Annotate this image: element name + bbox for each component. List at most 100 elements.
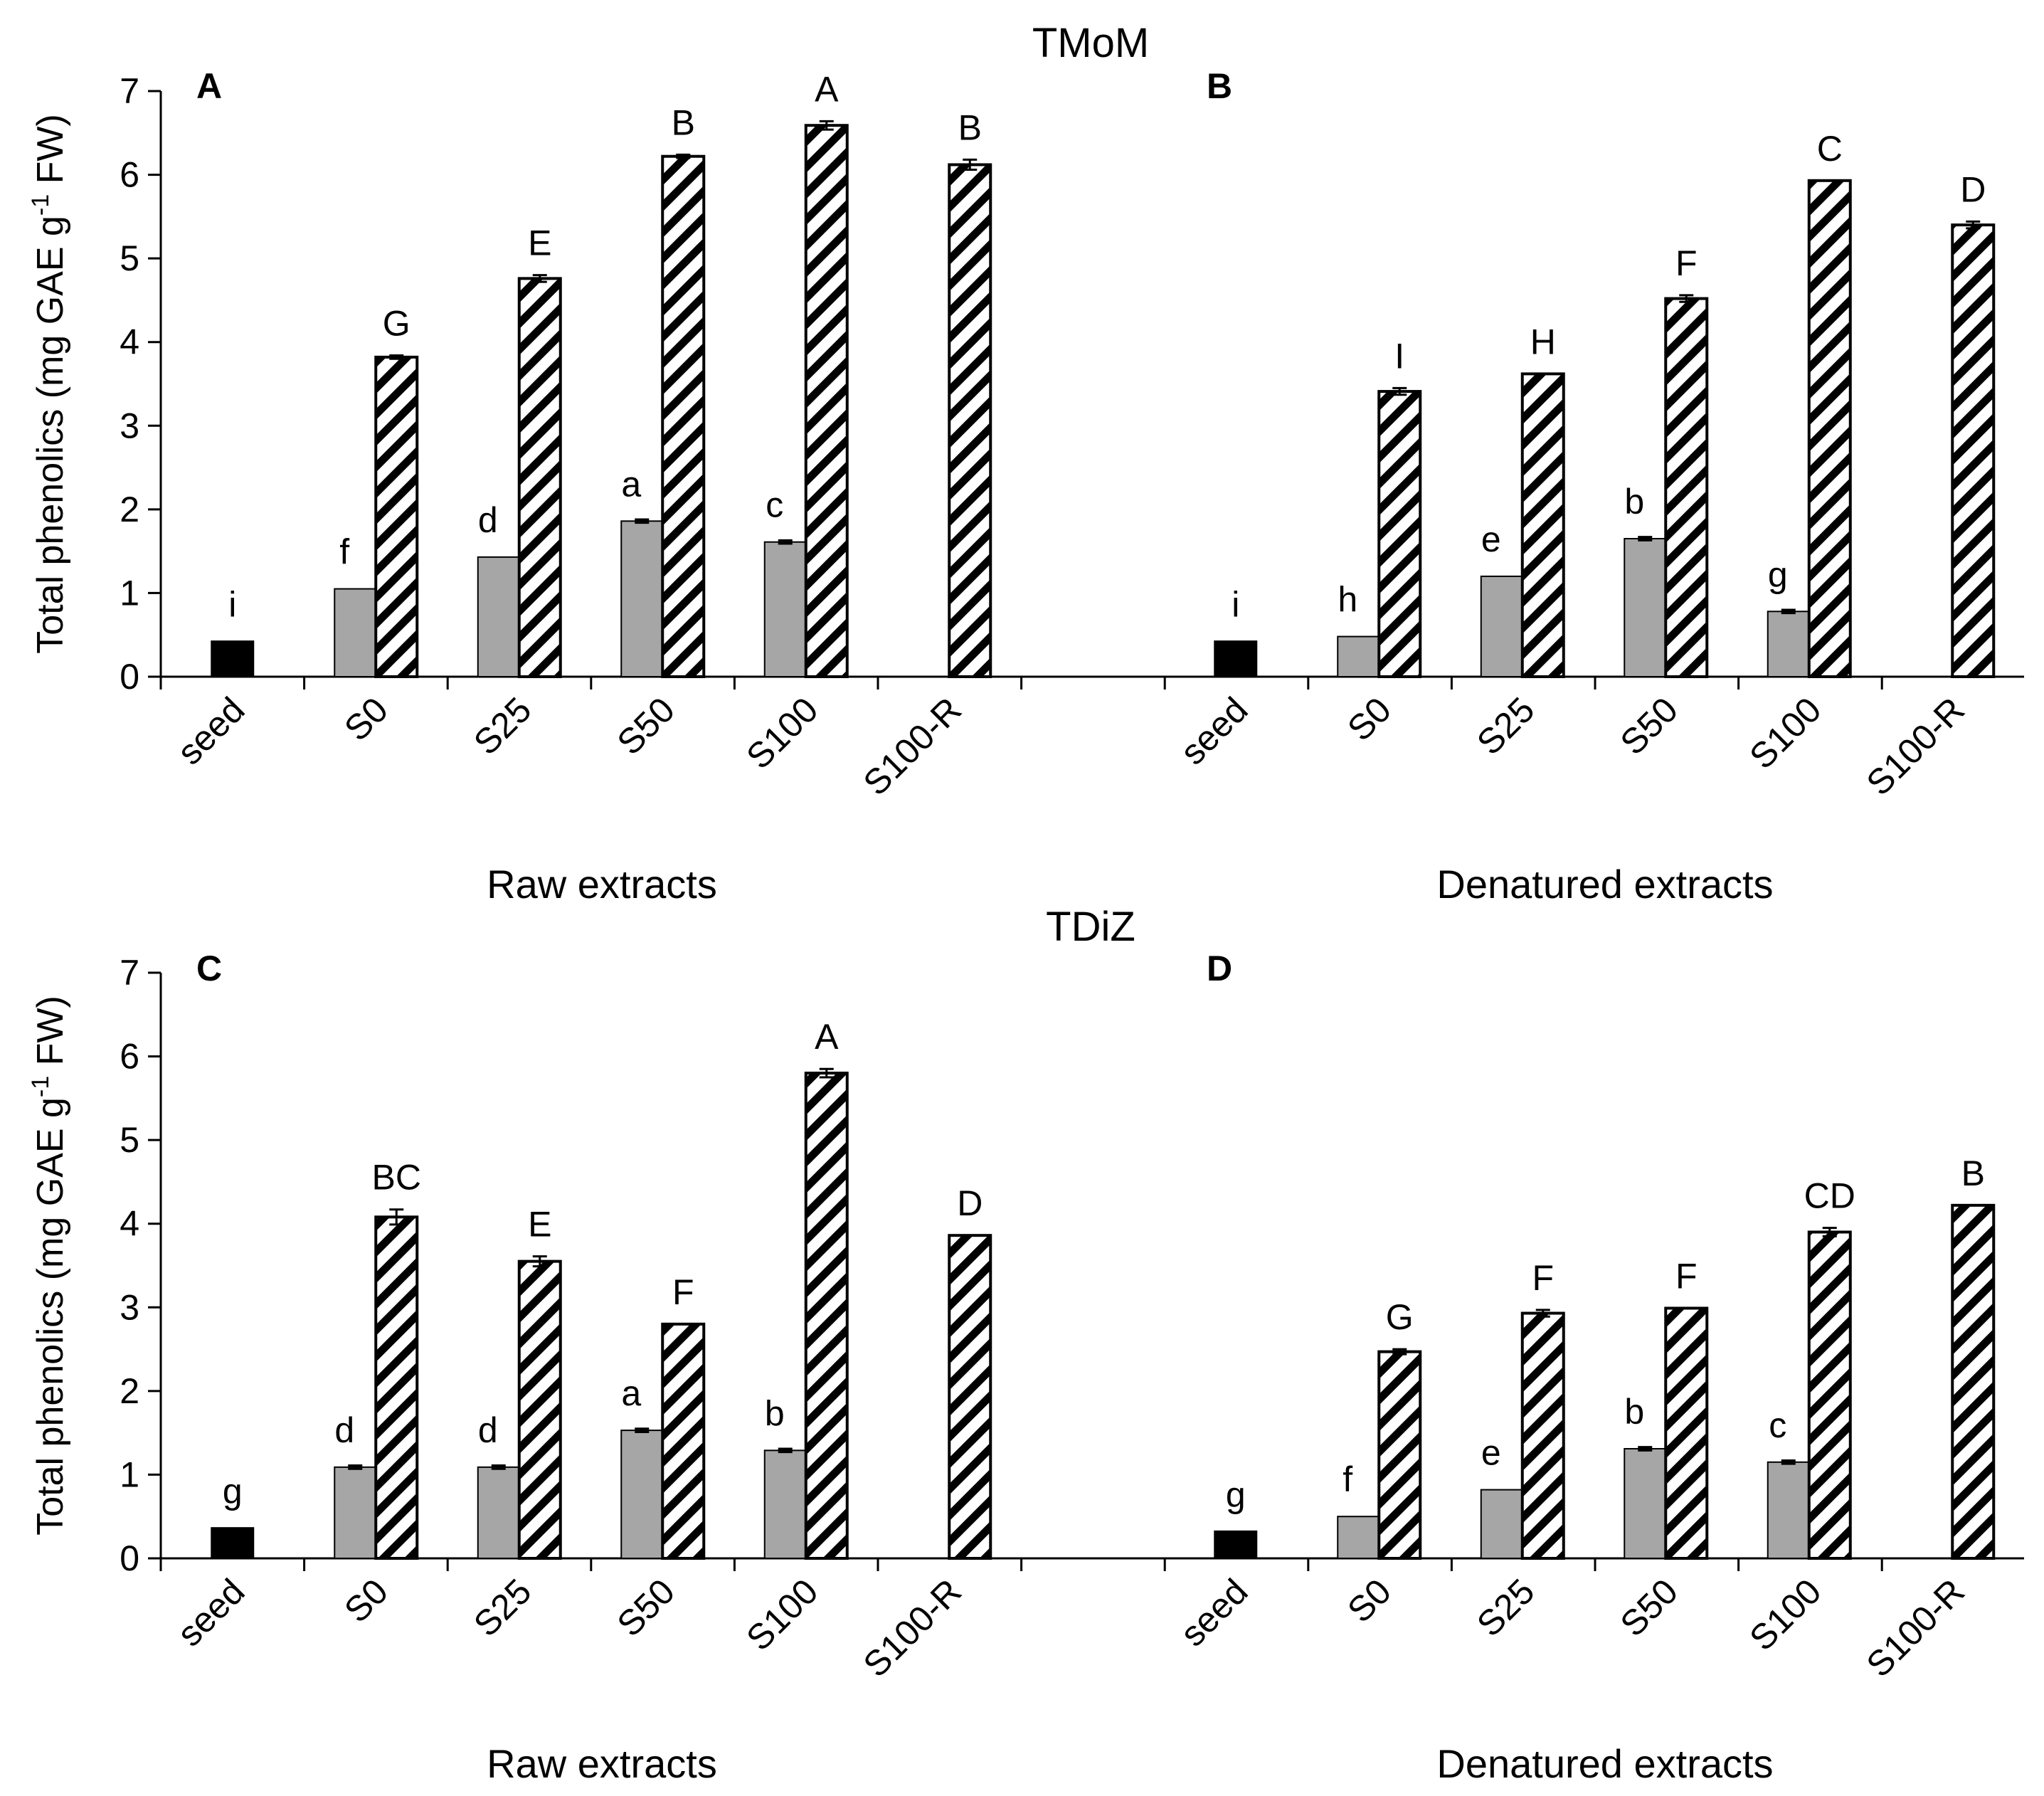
significance-letter: G [383,304,411,344]
x-tick-label: S100-R [1859,690,1972,803]
bar-gray [334,588,377,677]
bar-seed [1214,640,1258,678]
bar-hatched [804,124,849,678]
significance-letter: A [815,69,839,109]
chart-title: TMoM [1032,20,1149,66]
x-tick-label: S25 [466,1571,539,1644]
x-tick-label: S100 [1742,1571,1828,1658]
bar-gray [620,1430,664,1560]
bar-gray [1480,1489,1523,1559]
y-tick-label: 5 [120,238,139,278]
bar-gray [620,520,664,677]
bar-hatched [661,1322,706,1560]
y-tick-label: 0 [120,1538,139,1578]
y-tick-label: 6 [120,1037,139,1077]
significance-letter: a [621,1373,641,1413]
bar-gray [1480,575,1523,678]
panel-label: B [1207,66,1232,106]
significance-letter: E [528,223,551,263]
significance-letter: d [334,1410,354,1450]
significance-letter: e [1481,1433,1501,1473]
significance-letter: f [1343,1459,1352,1499]
chart-title: TDiZ [1046,904,1135,950]
y-tick-label: 4 [120,1204,139,1244]
y-tick-label: 1 [120,1454,139,1494]
bar-hatched [374,1215,419,1560]
bar-gray [1767,1461,1810,1560]
panel-label: D [1207,949,1232,988]
y-axis-label: Total phenolics (mg GAE g-1 FW) [27,114,71,653]
y-tick-label: 5 [120,1120,139,1160]
y-axis-label-text: Total phenolics (mg GAE g [30,216,71,654]
y-axis-label-superscript: -1 [27,1076,54,1097]
bar-hatched [517,277,562,678]
x-tick-label: S50 [610,690,683,763]
bar-hatched [374,355,419,678]
significance-letter: F [1675,243,1698,283]
significance-letter: g [1226,1474,1246,1514]
y-tick-label: 2 [120,1371,139,1411]
x-tick-label: S100-R [856,1571,969,1684]
significance-letter: c [1769,1405,1786,1445]
significance-letter: c [766,485,783,525]
x-tick-label: S25 [1469,690,1542,763]
significance-letter: F [1675,1256,1698,1296]
x-tick-label: S25 [466,690,539,763]
y-axis-label-superscript: -1 [27,194,54,216]
bar-hatched [804,1072,849,1560]
panel-label: A [196,66,222,106]
x-axis-title: Denatured extracts [1436,862,1773,907]
x-axis-title: Raw extracts [487,1741,717,1786]
significance-letter: b [765,1393,785,1433]
y-axis-label-text: Total phenolics (mg GAE g [30,1097,71,1536]
bar-hatched [948,1234,992,1560]
x-tick-label: seed [169,690,252,772]
bar-hatched [1951,1203,1996,1560]
significance-letter: F [1532,1258,1554,1298]
significance-letter: C [1817,129,1843,169]
bar-hatched [1377,390,1422,678]
bar-hatched [1520,372,1565,678]
bar-gray [1337,1516,1380,1560]
y-tick-label: 3 [120,406,139,445]
chart-tdiz: TDiZ 0 1 2 3 4 5 6 7 Total phenolics (mg GAE g-1 … [27,904,2024,1786]
x-tick-label: seed [1172,690,1255,772]
bar-gray [763,1449,807,1560]
significance-letter: d [478,1410,498,1450]
x-tick-label: seed [169,1571,252,1654]
significance-letter: a [621,464,641,504]
x-tick-label: seed [1172,1571,1255,1654]
panel-label: C [196,949,222,988]
bar-hatched [948,163,992,679]
significance-letter: G [1386,1297,1414,1337]
y-tick-label: 6 [120,155,139,195]
bar-hatched [1377,1350,1422,1560]
significance-letter: g [1768,554,1788,594]
bar-seed [211,640,255,678]
significance-letter: b [1624,1392,1644,1432]
x-axis-title: Raw extracts [487,862,717,907]
x-tick-label: S0 [1340,1571,1399,1630]
significance-letter: A [815,1017,839,1057]
significance-letter: i [1232,585,1239,625]
bar-hatched [1951,223,1996,679]
x-tick-label: S50 [1613,1571,1686,1644]
y-tick-label: 4 [120,322,139,362]
x-tick-label: S25 [1469,1571,1542,1644]
significance-letter: H [1530,322,1556,361]
significance-letter: F [672,1272,694,1312]
significance-letter: I [1394,336,1404,376]
bar-hatched [661,154,706,679]
bar-seed [211,1527,255,1560]
x-tick-label: S100 [738,690,825,776]
significance-letter: CD [1804,1176,1855,1216]
significance-letter: h [1338,580,1357,620]
significance-letter: D [1960,169,1986,209]
x-tick-label: S0 [337,1571,396,1630]
significance-letter: g [223,1472,243,1511]
bar-gray [477,556,520,677]
significance-letter: E [528,1205,551,1245]
x-tick-label: S0 [337,690,396,749]
